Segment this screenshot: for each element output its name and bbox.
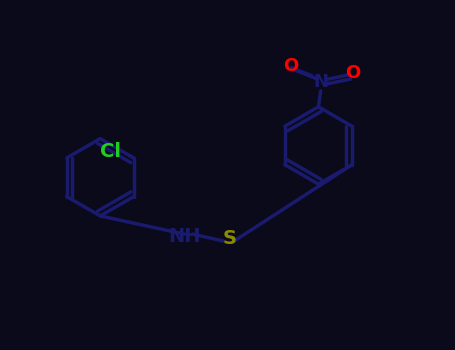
Text: S: S: [223, 229, 237, 248]
Text: N: N: [313, 73, 328, 91]
Text: O: O: [283, 57, 299, 75]
Text: Cl: Cl: [101, 142, 121, 161]
Text: O: O: [345, 64, 360, 82]
Text: NH: NH: [168, 227, 201, 246]
